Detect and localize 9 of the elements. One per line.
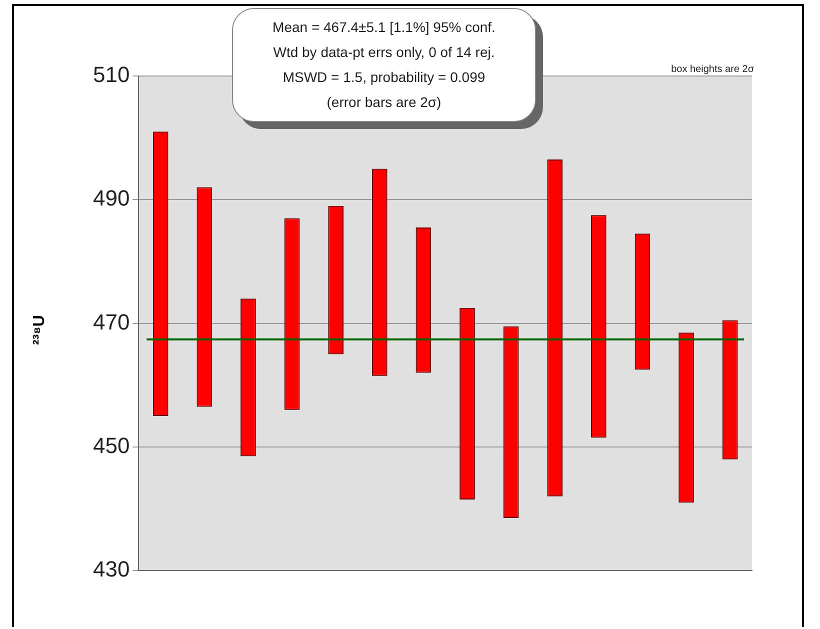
- y-tick-label: 490: [92, 186, 130, 211]
- annotation: MSWD = 1.5, probability = 0.099: [282, 68, 486, 87]
- y-tick-label: 450: [92, 433, 130, 458]
- y-tick-label: 510: [92, 62, 130, 88]
- text: box heights are 2σ: [671, 64, 754, 75]
- y-axis-title: ²³⁸U: [31, 315, 49, 345]
- y-tick-label: 430: [92, 556, 130, 582]
- y-tick-label: 470: [92, 309, 130, 334]
- annotation: (error bars are 2σ): [326, 93, 442, 112]
